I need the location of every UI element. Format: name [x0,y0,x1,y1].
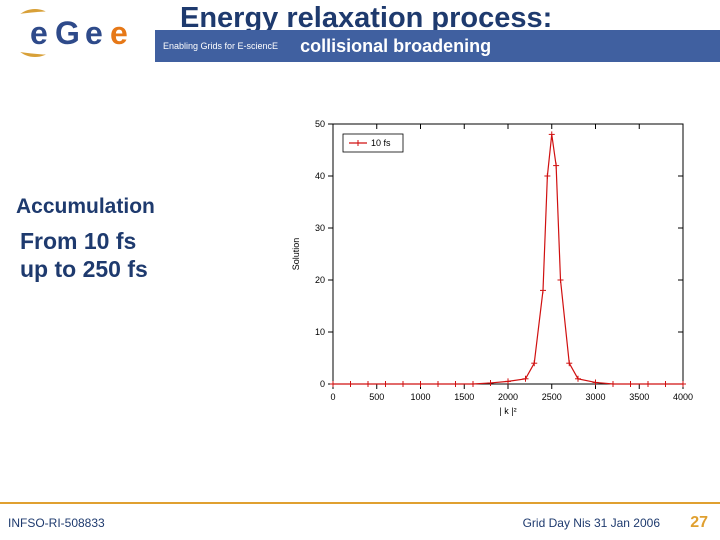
chart-svg: 0 500 1000 1500 2000 2500 3000 3500 4000 0 10 20 30 4… [285,110,695,420]
svg-text:0: 0 [330,392,335,402]
egee-logo: e G e e [10,8,170,58]
svg-text:3500: 3500 [629,392,649,402]
tagline: Enabling Grids for E-sciencE [163,41,278,51]
svg-text:e: e [110,15,128,51]
range-text: From 10 fs up to 250 fs [20,228,148,283]
title-band: Enabling Grids for E-sciencE collisional… [155,30,720,62]
content: Accumulation From 10 fs up to 250 fs 0 50… [0,80,720,500]
infso-id: INFSO-RI-508833 [8,516,105,530]
svg-text:2500: 2500 [542,392,562,402]
svg-text:| k |²: | k |² [499,406,516,416]
page-number: 27 [690,514,708,532]
svg-text:1500: 1500 [454,392,474,402]
svg-text:10 fs: 10 fs [371,138,391,148]
subtitle: collisional broadening [300,36,491,57]
svg-text:Solution: Solution [291,238,301,271]
svg-text:20: 20 [315,275,325,285]
range-line-1: From 10 fs [20,228,148,256]
svg-text:0: 0 [320,379,325,389]
svg-text:2000: 2000 [498,392,518,402]
grid-day-label: Grid Day Nis 31 Jan 2006 [523,516,660,530]
svg-text:3000: 3000 [585,392,605,402]
chart: 0 500 1000 1500 2000 2500 3000 3500 4000 0 10 20 30 4… [285,110,695,420]
svg-text:e: e [85,15,103,51]
svg-text:50: 50 [315,119,325,129]
svg-text:10: 10 [315,327,325,337]
svg-text:1000: 1000 [410,392,430,402]
svg-text:500: 500 [369,392,384,402]
svg-text:4000: 4000 [673,392,693,402]
header: Energy relaxation process: e G e e Enabl… [0,0,720,72]
svg-text:G: G [55,15,80,51]
range-line-2: up to 250 fs [20,256,148,284]
footer: INFSO-RI-508833 Grid Day Nis 31 Jan 2006… [0,500,720,540]
footer-separator [0,502,720,504]
svg-text:30: 30 [315,223,325,233]
accumulation-label: Accumulation [16,195,155,219]
svg-text:40: 40 [315,171,325,181]
svg-text:e: e [30,15,48,51]
